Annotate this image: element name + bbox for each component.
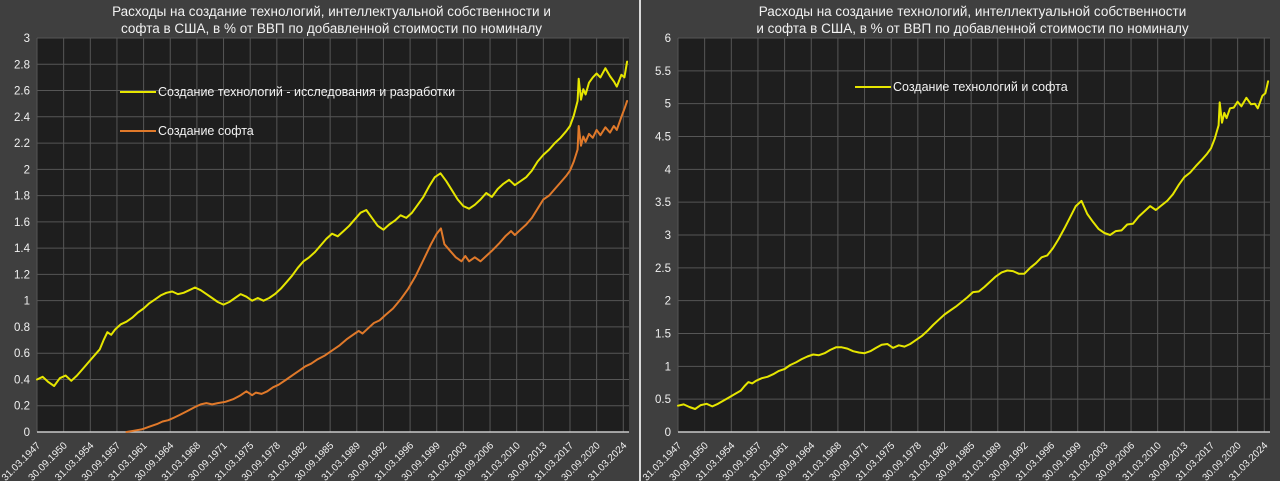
y-tick-label: 2 xyxy=(24,164,30,176)
series-line xyxy=(36,60,629,387)
legend-right: Создание технологий и софта xyxy=(855,79,1068,118)
chart-title-right-line1: Расходы на создание технологий, интеллек… xyxy=(758,4,1187,19)
y-tick-label: 0.6 xyxy=(14,348,30,360)
legend-label-total: Создание технологий и софта xyxy=(893,80,1068,94)
y-tick-label: 3 xyxy=(665,230,671,242)
y-tick-label: 1.6 xyxy=(14,217,30,229)
y-tick-label: 0 xyxy=(665,427,671,439)
chart-title-left-line1: Расходы на создание технологий, интеллек… xyxy=(112,4,551,19)
y-tick-label: 4.5 xyxy=(655,132,671,144)
y-tick-label: 3.5 xyxy=(655,197,671,209)
y-tick-label: 5 xyxy=(665,99,671,111)
series-line xyxy=(125,100,629,433)
y-tick-label: 2.2 xyxy=(14,138,30,150)
y-tick-label: 2.8 xyxy=(14,59,30,71)
y-tick-label: 2 xyxy=(665,296,671,308)
y-tick-label: 0.2 xyxy=(14,401,30,413)
legend-entry-soft: Создание софта xyxy=(120,123,455,139)
chart-title-right: Расходы на создание технологий, интеллек… xyxy=(671,3,1274,37)
y-tick-label: 2.4 xyxy=(14,112,31,124)
legend-entry-rnd: Создание технологий - исследования и раз… xyxy=(120,84,455,100)
legend-line-swatch-total xyxy=(855,85,891,89)
series-line xyxy=(677,80,1270,410)
legend-line-swatch-yellow xyxy=(120,90,156,94)
y-tick-label: 2.6 xyxy=(14,86,30,98)
chart-panel-right: 6 5.5 5 4.5 4 3.5 3 2.5 2 1.5 1 0.5 0 31.03.1947 30.09… xyxy=(641,0,1280,481)
y-tick-label: 1 xyxy=(24,296,30,308)
legend-left: Создание технологий - исследования и раз… xyxy=(120,84,455,162)
chart-title-left: Расходы на создание технологий, интеллек… xyxy=(30,3,633,37)
y-tick-label: 1.4 xyxy=(14,243,31,255)
y-tick-label: 0.8 xyxy=(14,322,30,334)
panel-divider xyxy=(639,0,641,481)
legend-entry-total: Создание технологий и софта xyxy=(855,79,1068,95)
legend-label-rnd: Создание технологий - исследования и раз… xyxy=(158,85,456,99)
y-tick-label: 5.5 xyxy=(655,66,671,78)
y-tick-label: 1 xyxy=(665,361,671,373)
y-tick-label: 2.5 xyxy=(655,263,671,275)
plot-area-left: 3 2.8 2.6 2.4 2.2 2 1.8 1.6 1.4 1.2 1 0.8 0.6 0.4 0.2 0… xyxy=(0,33,630,481)
chart-title-right-line2: и софта в США, в % от ВВП по добавленной… xyxy=(756,21,1189,36)
y-tick-label: 0.5 xyxy=(655,394,671,406)
legend-label-soft: Создание софта xyxy=(158,124,254,138)
y-tick-label: 0 xyxy=(24,427,30,439)
legend-line-swatch-orange xyxy=(120,129,156,133)
chart-title-left-line2: софта в США, в % от ВВП по добавленной с… xyxy=(121,21,542,36)
y-tick-label: 4 xyxy=(665,164,672,176)
bottom-white-strip xyxy=(0,481,1280,486)
y-tick-label: 0.4 xyxy=(14,374,31,386)
y-tick-label: 1.8 xyxy=(14,191,30,203)
y-tick-label: 1.5 xyxy=(655,329,671,341)
y-tick-label: 6 xyxy=(665,33,671,45)
plot-area-right: 65.554.543.532.521.510.5031.03.194730.09… xyxy=(641,33,1271,481)
chart-panel-left: 3 2.8 2.6 2.4 2.2 2 1.8 1.6 1.4 1.2 1 0.8 0.6 0.4 0.2 0… xyxy=(0,0,639,481)
y-tick-label: 1.2 xyxy=(14,269,30,281)
y-tick-label: 3 xyxy=(24,33,30,45)
